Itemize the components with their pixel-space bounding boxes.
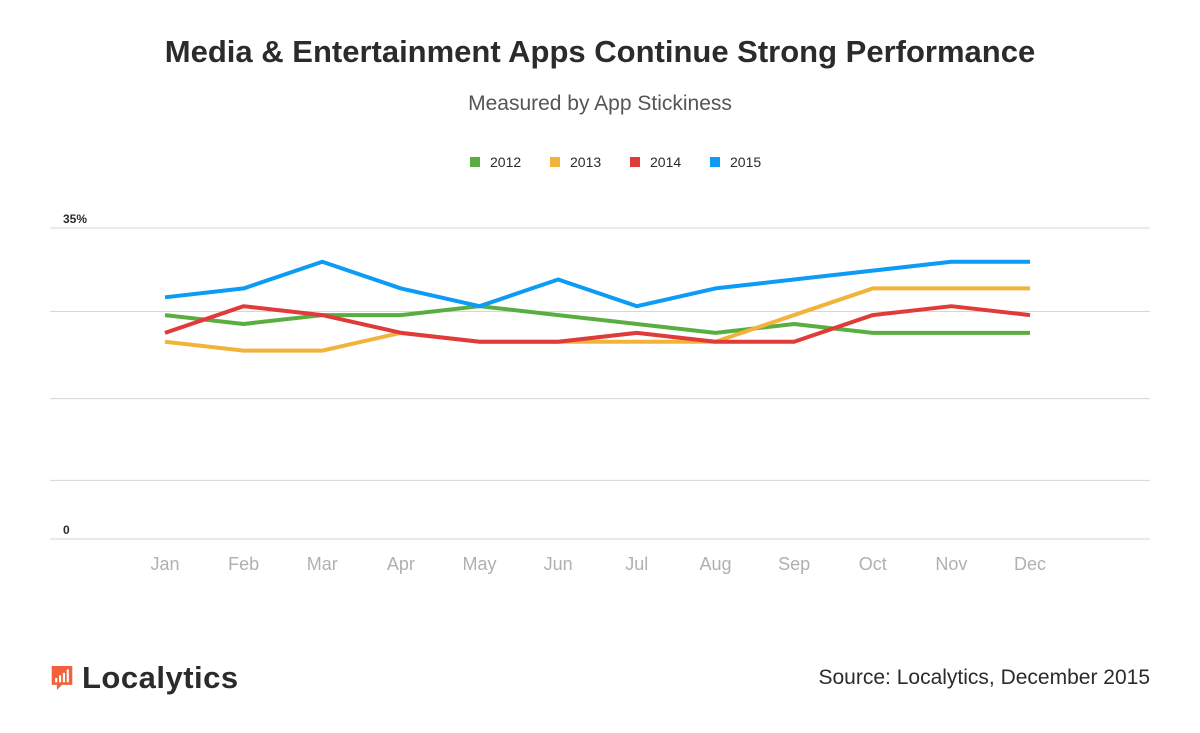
legend-label-2012: 2012 xyxy=(490,154,521,170)
legend-swatch-2014 xyxy=(630,157,640,167)
y-tick-label: 35% xyxy=(63,212,87,226)
legend-label-2014: 2014 xyxy=(650,154,681,170)
legend-swatch-2015 xyxy=(710,157,720,167)
source-note: Source: Localytics, December 2015 xyxy=(818,666,1151,689)
x-tick-label: Feb xyxy=(228,554,259,574)
legend-swatch-2012 xyxy=(470,157,480,167)
chart-title: Media & Entertainment Apps Continue Stro… xyxy=(164,34,1036,69)
legend-label-2013: 2013 xyxy=(570,154,601,170)
gridlines xyxy=(50,227,1150,540)
x-tick-label: Sep xyxy=(778,554,810,574)
y-axis-ticks: 35% 0 xyxy=(63,212,87,537)
chart-subtitle: Measured by App Stickiness xyxy=(468,92,732,115)
x-tick-label: Jan xyxy=(150,554,179,574)
bar-chart-logo-icon xyxy=(51,666,73,690)
x-tick-label: Jun xyxy=(544,554,573,574)
series-line-2015 xyxy=(164,259,1030,309)
x-tick-label: Jul xyxy=(625,554,648,574)
legend-swatch-2013 xyxy=(550,157,560,167)
x-tick-label: Apr xyxy=(387,554,415,574)
x-tick-label: Nov xyxy=(935,554,967,574)
legend: 2012 2013 2014 2015 xyxy=(470,154,761,170)
x-tick-label: Aug xyxy=(699,554,731,574)
x-tick-label: Dec xyxy=(1014,554,1046,574)
x-tick-label: May xyxy=(463,554,497,574)
series-line-2012 xyxy=(164,304,1030,335)
logo-wordmark: Localytics xyxy=(82,660,239,695)
series-line-2014 xyxy=(164,304,1031,344)
series-lines xyxy=(164,259,1031,353)
x-axis-ticks: Jan Feb Mar Apr May Jun Jul Aug Sep Oct Nov Dec xyxy=(150,554,1046,574)
y-tick-label: 0 xyxy=(63,523,70,537)
line-chart: 2012 2013 2014 2015 35% 0 Jan Feb Mar Apr May Jun… xyxy=(50,154,1150,574)
series-line-2013 xyxy=(164,286,1030,353)
localytics-logo: Localytics xyxy=(50,660,239,696)
x-tick-label: Mar xyxy=(307,554,338,574)
x-tick-label: Oct xyxy=(859,554,887,574)
legend-label-2015: 2015 xyxy=(730,154,761,170)
